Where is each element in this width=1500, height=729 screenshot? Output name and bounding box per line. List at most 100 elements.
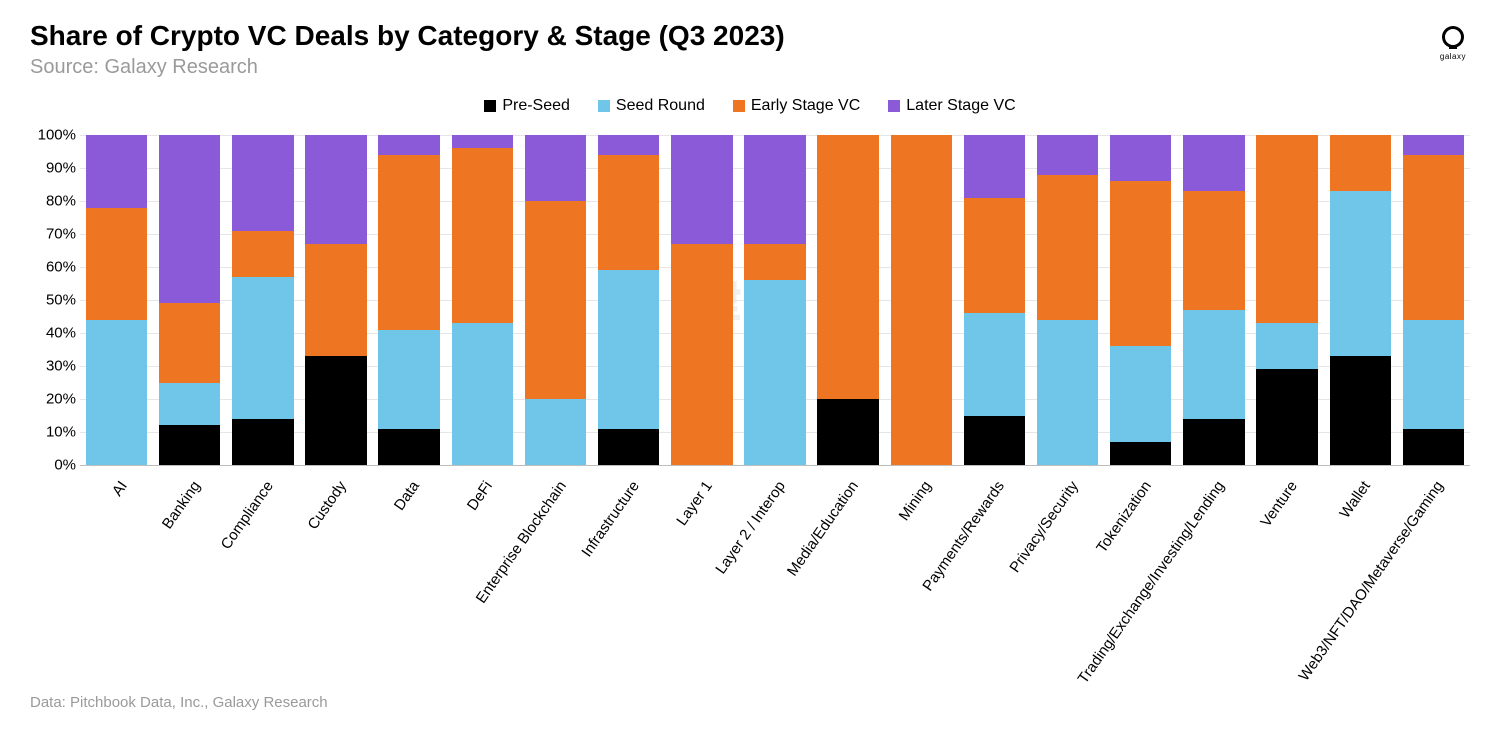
bar: [452, 135, 513, 465]
bar-segment: [378, 330, 439, 429]
bar-segment: [378, 155, 439, 330]
legend-label: Pre-Seed: [502, 97, 570, 115]
bar-segment: [671, 135, 732, 244]
bar-segment: [744, 280, 805, 465]
x-tick-label: Layer 2 / Interop: [712, 478, 789, 577]
bar-segment: [159, 425, 220, 465]
bar: [1183, 135, 1244, 465]
bar-segment: [1256, 135, 1317, 323]
bar-segment: [159, 383, 220, 426]
bar-segment: [1330, 191, 1391, 356]
chart-subtitle: Source: Galaxy Research: [30, 56, 1470, 79]
bar-segment: [86, 320, 147, 465]
legend-label: Later Stage VC: [906, 97, 1015, 115]
bar-segment: [1110, 442, 1171, 465]
bar-segment: [1256, 323, 1317, 369]
bar-slot: [958, 135, 1031, 465]
bar-segment: [891, 135, 952, 465]
bar-segment: [1183, 310, 1244, 419]
bar: [232, 135, 293, 465]
x-tick-label: Wallet: [1337, 478, 1375, 521]
bar: [891, 135, 952, 465]
bar-segment: [232, 231, 293, 277]
bar-segment: [964, 198, 1025, 314]
bar-segment: [744, 244, 805, 280]
legend-swatch: [733, 100, 745, 112]
bar-segment: [1330, 356, 1391, 465]
legend-label: Early Stage VC: [751, 97, 860, 115]
x-tick-label: AI: [108, 478, 130, 499]
bar: [744, 135, 805, 465]
bar-segment: [452, 323, 513, 465]
bar-slot: [812, 135, 885, 465]
y-tick-label: 10%: [30, 424, 76, 441]
y-tick-label: 20%: [30, 391, 76, 408]
plot-area: [80, 135, 1470, 465]
x-tick-label: Infrastructure: [578, 478, 643, 560]
y-tick-label: 70%: [30, 226, 76, 243]
x-tick-label: Trading/Exchange/Investing/Lending: [1075, 478, 1228, 687]
x-tick-label: Payments/Rewards: [920, 478, 1009, 594]
bar: [1403, 135, 1464, 465]
chart-container: Share of Crypto VC Deals by Category & S…: [0, 0, 1500, 729]
bar-slot: [226, 135, 299, 465]
bar-slot: [299, 135, 372, 465]
bar-segment: [232, 419, 293, 465]
bar-segment: [159, 135, 220, 303]
bar-segment: [1330, 135, 1391, 191]
x-tick-label: Media/Education: [784, 478, 862, 579]
x-tick-label: Data: [391, 478, 423, 514]
bar-segment: [744, 135, 805, 244]
x-axis-line: [80, 465, 1470, 466]
bar-segment: [525, 135, 586, 201]
galaxy-logo: galaxy: [1440, 24, 1466, 61]
bar-segment: [159, 303, 220, 382]
bar: [378, 135, 439, 465]
y-tick-label: 60%: [30, 259, 76, 276]
bar-segment: [452, 148, 513, 323]
bar-segment: [817, 399, 878, 465]
bar-slot: [373, 135, 446, 465]
bar-segment: [964, 416, 1025, 466]
bar: [964, 135, 1025, 465]
bar-segment: [86, 135, 147, 208]
bar-segment: [378, 135, 439, 155]
x-axis-labels: AIBankingComplianceCustodyDataDeFiEnterp…: [80, 470, 1470, 690]
bar-slot: [592, 135, 665, 465]
bar-segment: [1110, 135, 1171, 181]
legend-item: Early Stage VC: [733, 97, 860, 115]
bar-segment: [1037, 135, 1098, 175]
bar-segment: [1183, 135, 1244, 191]
bar: [1037, 135, 1098, 465]
bar-segment: [817, 135, 878, 399]
y-tick-label: 30%: [30, 358, 76, 375]
bar: [817, 135, 878, 465]
y-axis-labels: 0%10%20%30%40%50%60%70%80%90%100%: [30, 135, 76, 465]
y-tick-label: 0%: [30, 457, 76, 474]
bar-segment: [525, 201, 586, 399]
bar: [305, 135, 366, 465]
data-source-footer: Data: Pitchbook Data, Inc., Galaxy Resea…: [30, 694, 328, 711]
bar-slot: [1397, 135, 1470, 465]
bar-segment: [1403, 320, 1464, 429]
bar-segment: [1403, 429, 1464, 465]
bars: [80, 135, 1470, 465]
bar-segment: [1403, 135, 1464, 155]
bar: [1256, 135, 1317, 465]
bar-segment: [1403, 155, 1464, 320]
bar-slot: [1177, 135, 1250, 465]
bar-segment: [1037, 175, 1098, 320]
bar: [86, 135, 147, 465]
y-tick-label: 40%: [30, 325, 76, 342]
x-tick-label: Banking: [159, 478, 204, 532]
legend: Pre-SeedSeed RoundEarly Stage VCLater St…: [30, 97, 1470, 115]
bar-segment: [1183, 419, 1244, 465]
bar-slot: [665, 135, 738, 465]
bar-segment: [598, 429, 659, 465]
bar-segment: [232, 277, 293, 419]
bar: [671, 135, 732, 465]
bar-segment: [1183, 191, 1244, 310]
bar-slot: [1104, 135, 1177, 465]
y-tick-label: 80%: [30, 193, 76, 210]
legend-swatch: [484, 100, 496, 112]
